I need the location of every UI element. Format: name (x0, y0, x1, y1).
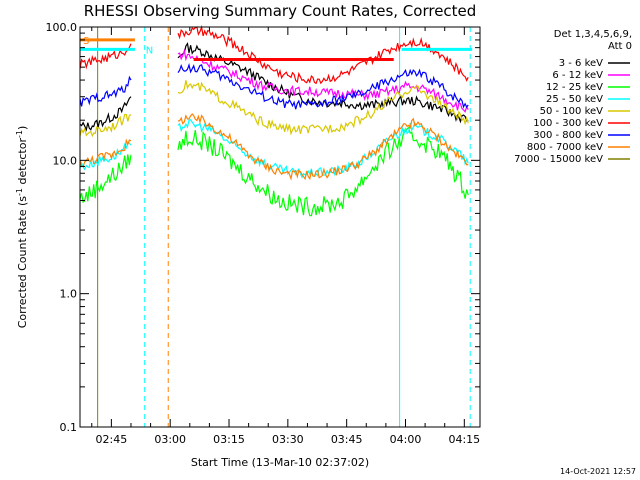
series-line-100-300-kev-0 (79, 43, 132, 70)
flag-bars: SN (80, 36, 473, 62)
legend-label-4: 50 - 100 keV (540, 106, 604, 117)
flag-label-n: N (146, 45, 153, 56)
series-line-300-800-kev-1 (177, 62, 469, 110)
series-line-12-25-kev-0 (79, 154, 132, 204)
x-axis-label: Start Time (13-Mar-10 02:37:02) (191, 456, 369, 469)
legend-label-7: 800 - 7000 keV (527, 142, 603, 153)
series-line-800-7000-kev-1 (177, 113, 469, 181)
legend-label-8: 7000 - 15000 keV (514, 154, 603, 165)
flag-label-s: S (83, 36, 89, 47)
y-axis-label: Corrected Count Rate (s-1 detector-1) (15, 126, 29, 329)
legend-header-line1: Det 1,3,4,5,6,9, (554, 29, 632, 40)
y-axis-label-sup: -1 (15, 188, 24, 196)
legend-label-1: 6 - 12 keV (552, 70, 603, 81)
y-tick-label-2: 10.0 (53, 154, 78, 167)
render-timestamp: 14-Oct-2021 12:57 (560, 467, 636, 476)
x-tick-label-4: 03:45 (331, 433, 363, 446)
series-line-12-25-kev-1 (177, 126, 469, 217)
series-lines (79, 24, 469, 217)
x-tick-label-2: 03:15 (213, 433, 245, 446)
series-line-300-800-kev-0 (79, 75, 132, 107)
series-line-6-12-kev-0 (177, 48, 469, 113)
y-tick-label-3: 100.0 (46, 21, 78, 34)
series-line-50-100-kev-1 (177, 80, 469, 136)
x-tick-label-6: 04:15 (448, 433, 480, 446)
x-tick-label-1: 03:00 (154, 433, 186, 446)
legend-label-3: 25 - 50 keV (546, 94, 603, 105)
y-axis-label-close: ) (16, 126, 29, 130)
series-line-50-100-kev-0 (79, 113, 132, 138)
legend-label-5: 100 - 300 keV (533, 118, 603, 129)
chart-title: RHESSI Observing Summary Count Rates, Co… (84, 2, 477, 20)
series-line-25-50-kev-0 (79, 142, 132, 171)
y-axis-label-sup2: -1 (15, 130, 24, 138)
y-tick-label-1: 1.0 (60, 288, 78, 301)
y-tick-label-0: 0.1 (60, 421, 78, 434)
legend-label-6: 300 - 800 keV (533, 130, 603, 141)
series-line-100-300-kev-1 (177, 24, 469, 85)
series-line-3-6-kev-0 (79, 96, 132, 132)
legend-header-line2: Att 0 (608, 41, 632, 52)
series-line-25-50-kev-1 (177, 119, 469, 179)
x-ticks: 02:45 03:00 03:15 03:30 03:45 04:00 04:15 (91, 27, 480, 446)
y-axis-label-suffix: detector (16, 138, 29, 188)
legend-label-0: 3 - 6 keV (559, 58, 603, 69)
x-tick-label-0: 02:45 (96, 433, 128, 446)
y-ticks: 0.1 1.0 10.0 100.0 (46, 21, 480, 434)
x-tick-label-3: 03:30 (272, 433, 304, 446)
plot-frame (79, 26, 481, 428)
y-axis-label-prefix: Corrected Count Rate (s (16, 196, 29, 329)
legend-label-2: 12 - 25 keV (546, 82, 603, 93)
x-tick-label-5: 04:00 (390, 433, 422, 446)
